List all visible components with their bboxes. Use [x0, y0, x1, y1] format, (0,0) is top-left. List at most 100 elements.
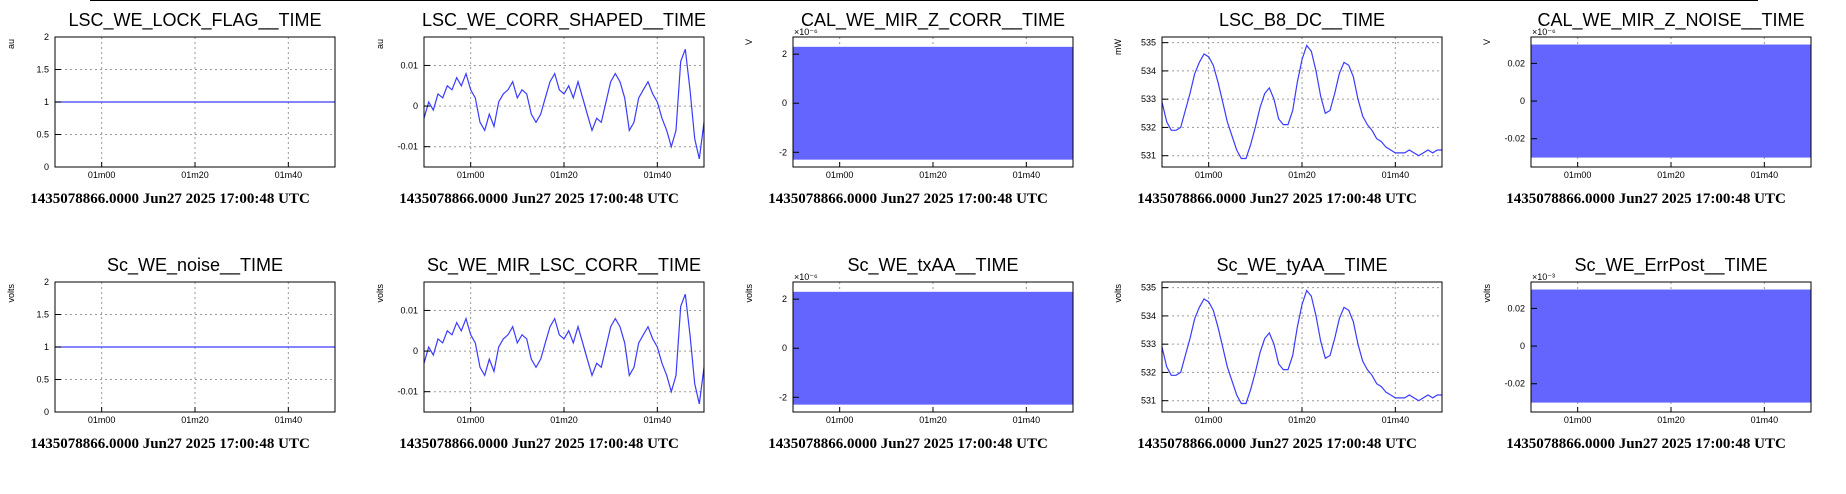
y-tick-label: 0.02: [1507, 303, 1525, 313]
x-tick-label: 01m00: [88, 170, 116, 180]
data-line: [424, 48, 704, 160]
y-axis-label: volts: [744, 284, 754, 303]
y-exponent-label: ×10⁻⁶: [1532, 27, 1556, 37]
timestamp-footer: 1435078866.0000 Jun27 2025 17:00:48 UTC: [768, 191, 1048, 207]
y-tick-label: 0: [413, 346, 418, 356]
y-tick-label: 1: [44, 97, 49, 107]
y-tick-label: 0: [413, 101, 418, 111]
data-line: [424, 293, 704, 405]
y-axis-label: volts: [6, 284, 16, 303]
y-axis-label: V: [1482, 39, 1492, 45]
y-tick-label: 0: [44, 407, 49, 417]
timestamp-footer: 1435078866.0000 Jun27 2025 17:00:48 UTC: [768, 436, 1048, 452]
y-tick-label: 0: [1520, 341, 1525, 351]
x-tick-label: 01m20: [919, 415, 947, 425]
data-band: [793, 291, 1073, 405]
x-tick-label: 01m40: [1013, 170, 1041, 180]
y-tick-label: 531: [1141, 396, 1156, 406]
y-tick-label: 0: [782, 343, 787, 353]
y-tick-label: 0.02: [1507, 58, 1525, 68]
chart-title: LSC_WE_LOCK_FLAG__TIME: [68, 10, 321, 31]
x-tick-label: 01m20: [1288, 170, 1316, 180]
timestamp-footer: 1435078866.0000 Jun27 2025 17:00:48 UTC: [399, 436, 679, 452]
y-exponent-label: ×10⁻³: [1532, 272, 1555, 282]
y-tick-label: 2: [782, 49, 787, 59]
y-tick-label: -2: [779, 147, 787, 157]
chart-title: Sc_WE_ErrPost__TIME: [1574, 255, 1767, 276]
chart-panel: Sc_WE_noise__TIME 01m00 01m20 01m40 0 0.5 1 1.5…: [6, 255, 336, 452]
y-tick-label: -0.01: [397, 387, 418, 397]
x-tick-label: 01m00: [1564, 415, 1592, 425]
y-tick-label: -0.02: [1504, 379, 1525, 389]
y-tick-label: 0: [782, 98, 787, 108]
chart-panel: LSC_WE_LOCK_FLAG__TIME 01m00 01m20 01m40 0 0.…: [6, 10, 336, 207]
timestamp-footer: 1435078866.0000 Jun27 2025 17:00:48 UTC: [1506, 191, 1786, 207]
y-tick-label: 0.5: [36, 375, 49, 385]
x-tick-label: 01m00: [457, 415, 485, 425]
x-tick-label: 01m20: [550, 415, 578, 425]
y-exponent-label: ×10⁻⁶: [794, 272, 818, 282]
x-tick-label: 01m40: [644, 415, 672, 425]
chart-panel: CAL_WE_MIR_Z_CORR__TIME 01m00 01m20 01m40 -2…: [744, 10, 1074, 207]
x-tick-label: 01m40: [275, 170, 303, 180]
x-tick-label: 01m40: [1013, 415, 1041, 425]
chart-panel: Sc_WE_txAA__TIME 01m00 01m20 01m40 -2 0 2 volts…: [744, 255, 1074, 452]
chart-title: Sc_WE_MIR_LSC_CORR__TIME: [427, 255, 701, 276]
data-line: [1162, 289, 1442, 405]
x-tick-label: 01m00: [1195, 170, 1223, 180]
chart-panel: Sc_WE_ErrPost__TIME 01m00 01m20 01m40 -0.02 0…: [1482, 255, 1812, 452]
x-tick-label: 01m00: [1195, 415, 1223, 425]
timestamp-footer: 1435078866.0000 Jun27 2025 17:00:48 UTC: [30, 436, 310, 452]
x-tick-label: 01m00: [826, 415, 854, 425]
y-axis-label: au: [6, 39, 16, 49]
y-axis-label: mW: [1113, 39, 1123, 55]
x-tick-label: 01m40: [275, 415, 303, 425]
y-tick-label: 0: [1520, 96, 1525, 106]
x-tick-label: 01m00: [88, 415, 116, 425]
chart-title: Sc_WE_txAA__TIME: [847, 255, 1018, 276]
chart-title: Sc_WE_tyAA__TIME: [1216, 255, 1387, 276]
x-tick-label: 01m20: [1288, 415, 1316, 425]
x-tick-label: 01m20: [919, 170, 947, 180]
y-tick-label: 1.5: [36, 310, 49, 320]
chart-panel: LSC_WE_CORR_SHAPED__TIME 01m00 01m20 01m40 -…: [375, 10, 706, 207]
y-tick-label: -0.01: [397, 142, 418, 152]
y-tick-label: 533: [1141, 339, 1156, 349]
chart-title: LSC_WE_CORR_SHAPED__TIME: [422, 10, 706, 31]
chart-title: LSC_B8_DC__TIME: [1219, 10, 1385, 31]
y-tick-label: 535: [1141, 38, 1156, 48]
x-tick-label: 01m40: [1751, 170, 1779, 180]
x-tick-label: 01m40: [1382, 415, 1410, 425]
y-axis-label: au: [375, 39, 385, 49]
x-tick-label: 01m00: [457, 170, 485, 180]
y-tick-label: 1.5: [36, 65, 49, 75]
chart-title: CAL_WE_MIR_Z_NOISE__TIME: [1537, 10, 1804, 31]
x-tick-label: 01m40: [1382, 170, 1410, 180]
data-band: [793, 46, 1073, 160]
timestamp-footer: 1435078866.0000 Jun27 2025 17:00:48 UTC: [1137, 436, 1417, 452]
data-band: [1531, 44, 1811, 158]
x-tick-label: 01m40: [644, 170, 672, 180]
y-tick-label: 534: [1141, 311, 1156, 321]
y-tick-label: 0.01: [400, 305, 418, 315]
timestamp-footer: 1435078866.0000 Jun27 2025 17:00:48 UTC: [30, 191, 310, 207]
x-tick-label: 01m40: [1751, 415, 1779, 425]
x-tick-label: 01m00: [826, 170, 854, 180]
y-tick-label: -0.02: [1504, 134, 1525, 144]
x-tick-label: 01m20: [181, 170, 209, 180]
y-axis-label: volts: [375, 284, 385, 303]
x-tick-label: 01m20: [1657, 415, 1685, 425]
y-axis-label: volts: [1113, 284, 1123, 303]
chart-title: Sc_WE_noise__TIME: [107, 255, 283, 276]
data-band: [1531, 289, 1811, 403]
y-tick-label: 532: [1141, 367, 1156, 377]
y-tick-label: 2: [44, 32, 49, 42]
data-line: [1162, 44, 1442, 160]
chart-title: CAL_WE_MIR_Z_CORR__TIME: [801, 10, 1065, 31]
y-tick-label: -2: [779, 392, 787, 402]
x-tick-label: 01m20: [1657, 170, 1685, 180]
chart-panel: Sc_WE_MIR_LSC_CORR__TIME 01m00 01m20 01m40 -…: [375, 255, 705, 452]
chart-panel: LSC_B8_DC__TIME 01m00 01m20 01m40 531 532 533 5…: [1113, 10, 1443, 207]
chart-panel: CAL_WE_MIR_Z_NOISE__TIME 01m00 01m20 01m40 -…: [1482, 10, 1812, 207]
